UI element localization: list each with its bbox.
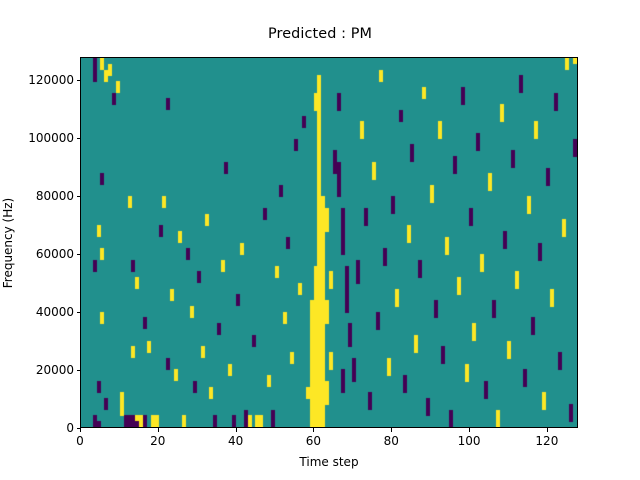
x-tick-label: 80	[383, 434, 399, 448]
x-tick-mark	[80, 428, 81, 432]
y-tick-label: 80000	[35, 189, 74, 204]
y-tick-mark	[76, 196, 80, 198]
y-tick-mark	[76, 370, 80, 372]
y-axis-label-text: Frequency (Hz)	[1, 197, 15, 288]
y-tick-mark	[76, 428, 80, 429]
y-tick-label: 20000	[35, 363, 74, 378]
x-tick-label: 60	[305, 434, 322, 448]
x-tick-mark	[546, 428, 548, 432]
y-tick-label: 120000	[28, 73, 74, 88]
x-tick-mark	[235, 428, 237, 432]
x-axis-label: Time step	[299, 455, 359, 469]
x-tick-mark	[157, 428, 159, 432]
y-tick-mark	[76, 80, 80, 82]
x-tick-label: 0	[76, 434, 84, 448]
y-tick-label: 60000	[35, 247, 74, 262]
x-tick-label: 100	[457, 434, 481, 448]
page-title: Predicted : PM	[267, 26, 373, 42]
x-tick-label: 20	[150, 434, 166, 448]
x-tick-mark	[469, 428, 471, 432]
y-axis-label: Frequency (Hz)	[0, 57, 16, 428]
x-tick-label: 120	[535, 434, 559, 448]
x-tick-mark	[313, 428, 315, 432]
y-tick-label: 40000	[35, 305, 74, 320]
x-tick-label: 40	[227, 434, 244, 448]
y-tick-mark	[76, 254, 80, 256]
y-tick-label: 0	[66, 421, 74, 435]
x-tick-mark	[391, 428, 393, 432]
heatmap-axes	[80, 57, 578, 428]
y-tick-mark	[76, 312, 80, 314]
heatmap-image	[81, 58, 577, 427]
y-tick-label: 100000	[28, 131, 74, 146]
y-tick-mark	[76, 138, 80, 140]
